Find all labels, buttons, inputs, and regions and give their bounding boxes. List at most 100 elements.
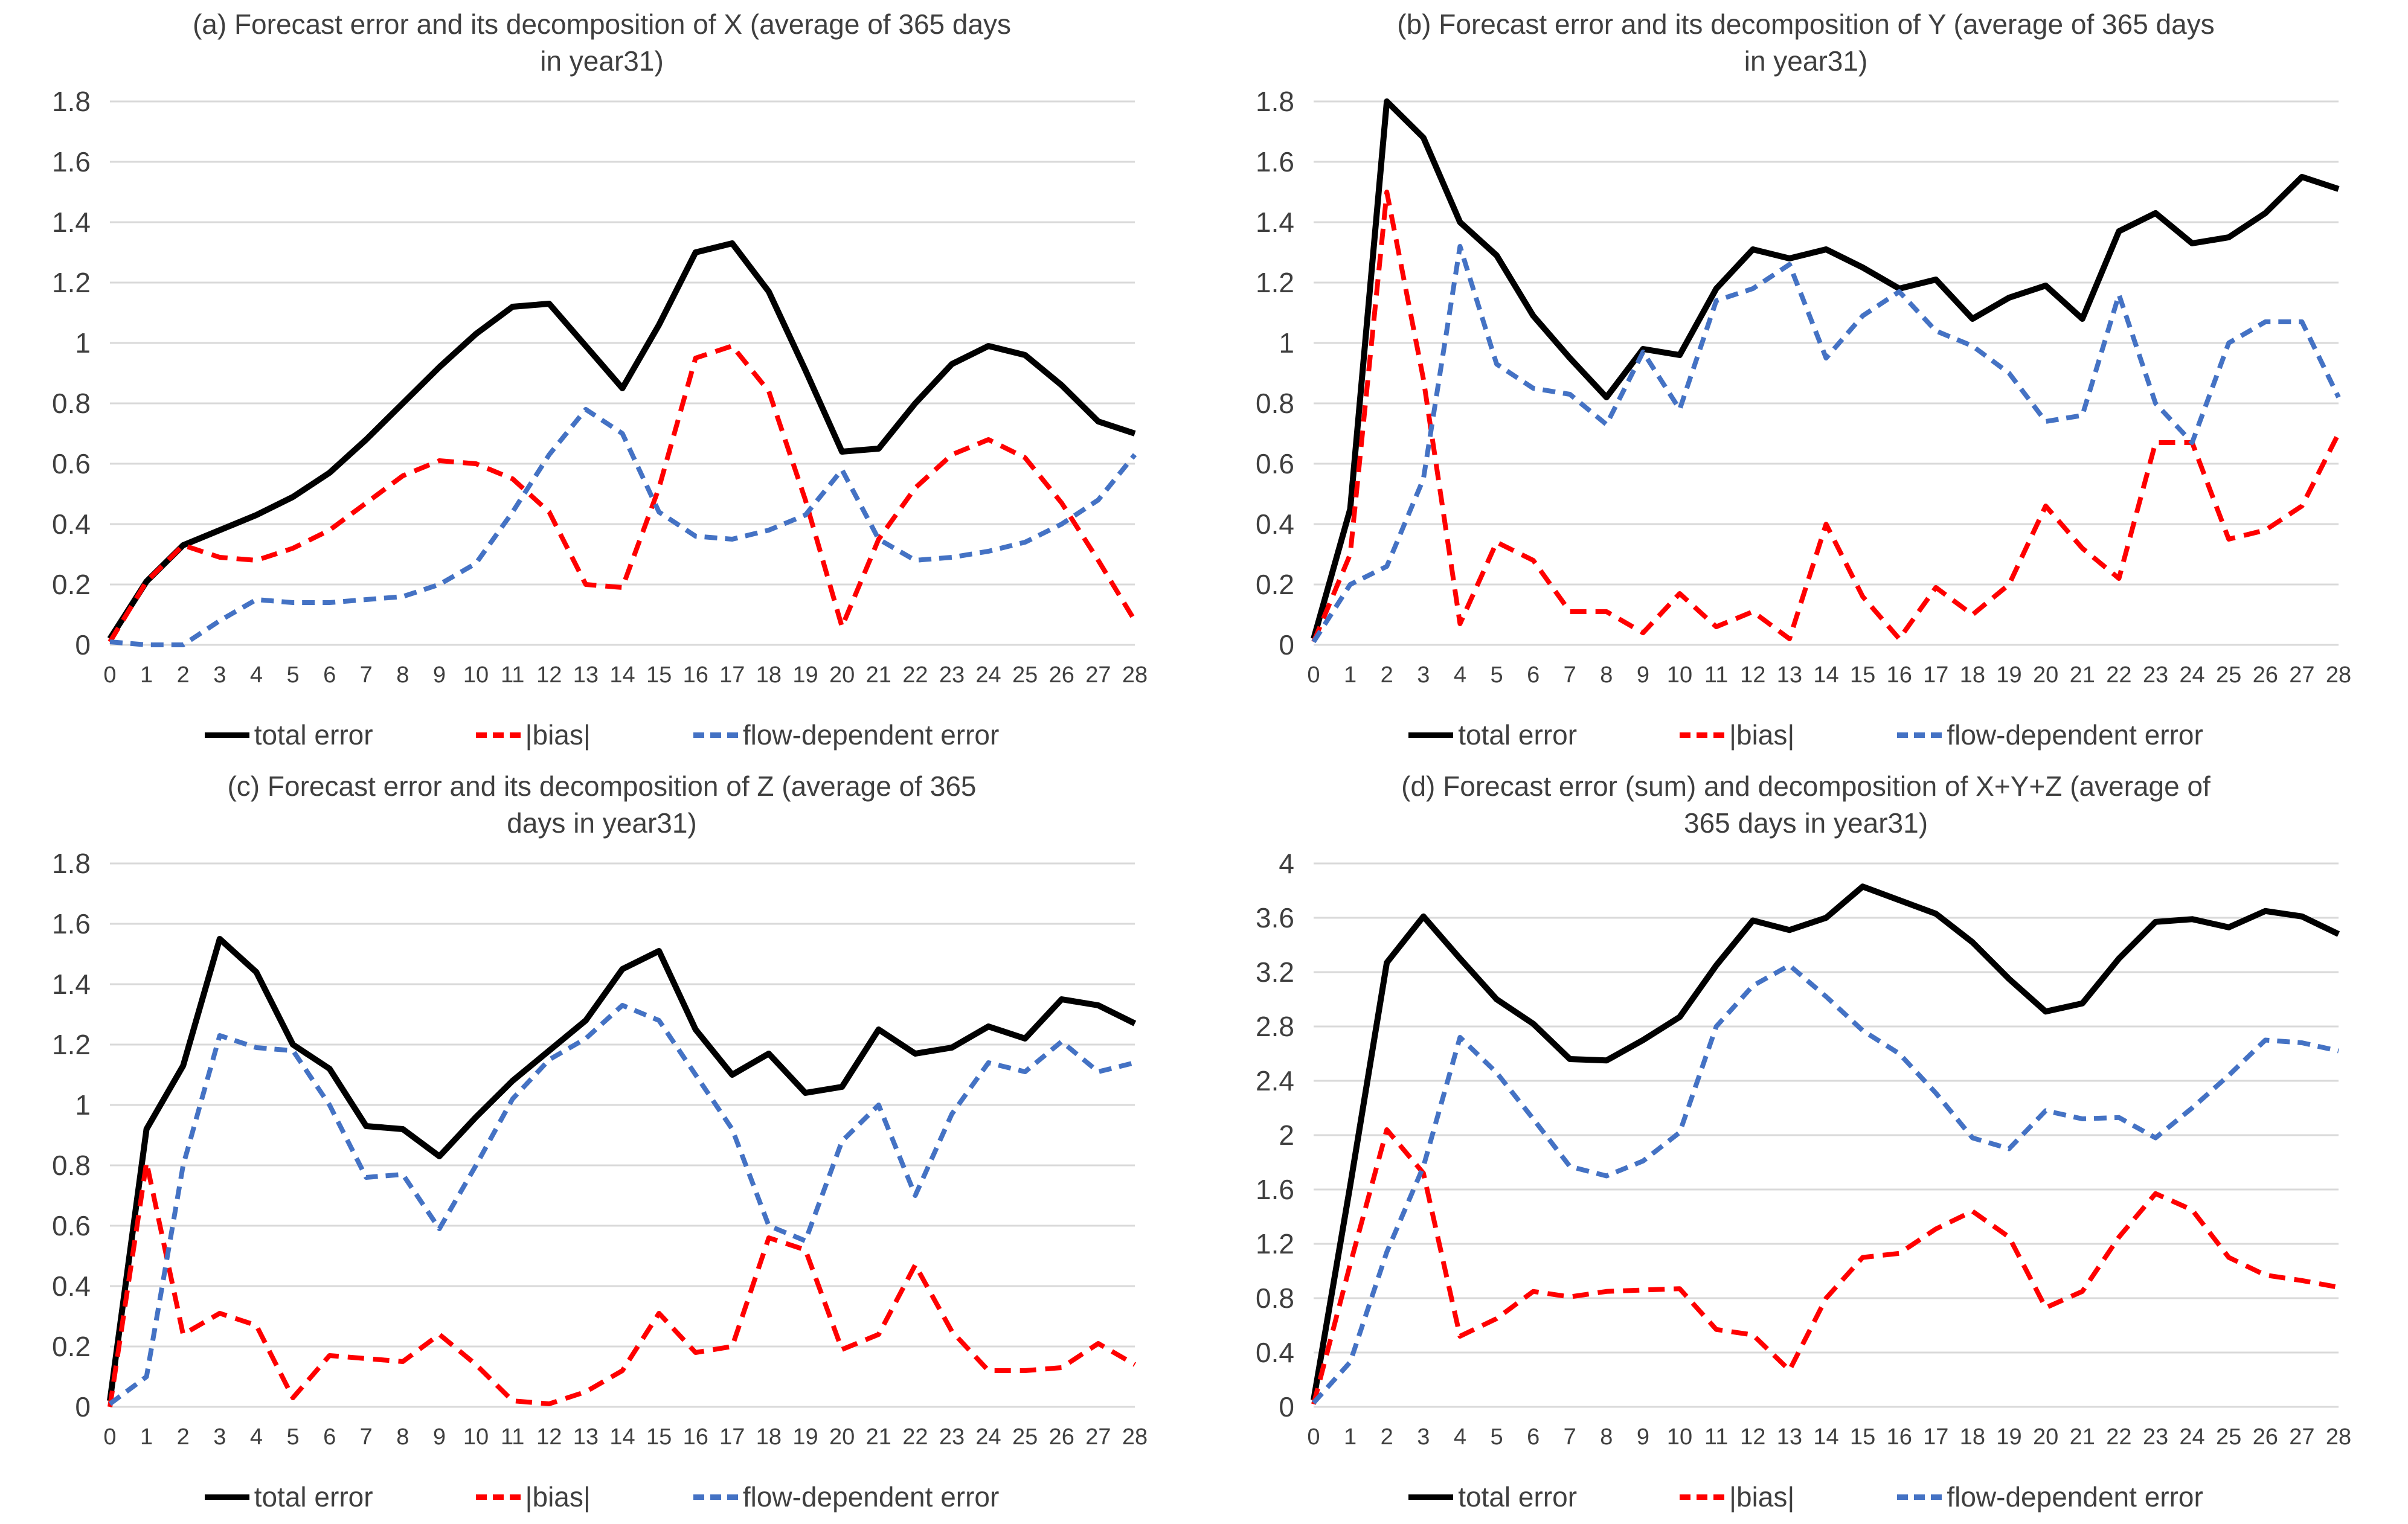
x-tick-label: 1: [140, 662, 153, 688]
x-tick-label: 24: [2179, 1424, 2204, 1450]
x-tick-label: 5: [286, 662, 299, 688]
legend-b: total error |bias| flow-dependent error: [1204, 719, 2408, 751]
x-tick-label: 12: [1740, 662, 1765, 688]
x-tick-label: 13: [573, 1424, 598, 1450]
series-bias: [1311, 190, 2341, 643]
x-tick-label: 11: [500, 1424, 524, 1450]
x-tick-label: 16: [1887, 662, 1912, 688]
chart-panel-b: (b) Forecast error and its decomposition…: [1204, 0, 2408, 762]
x-tick-label: 2: [176, 662, 189, 688]
y-tick-label: 0.6: [52, 448, 91, 479]
legend-a: total error |bias| flow-dependent error: [0, 719, 1204, 751]
x-tick-label: 19: [792, 662, 818, 688]
series-total-error: [106, 936, 1136, 1401]
x-tick-label: 22: [902, 1424, 928, 1450]
x-tick-label: 26: [1048, 1424, 1074, 1450]
x-tick-label: 26: [1048, 662, 1074, 688]
y-tick-label: 2.8: [1256, 1011, 1294, 1042]
x-tick-label: 18: [1960, 662, 1985, 688]
y-tick-label: 0.2: [1256, 569, 1294, 600]
series-flow-dependent-error: [1312, 962, 2339, 1404]
x-tick-label: 14: [1813, 662, 1838, 688]
x-tick-label: 8: [396, 662, 409, 688]
flow-dependent-error-line-sample: [693, 732, 738, 738]
x-tick-label: 19: [1996, 1424, 2021, 1450]
x-axis-labels: 0 1 2 3 4 5 6 7 8 9 10 11 12 13 14 15 16 17 18 19 20 21 22 23 24…: [103, 662, 1148, 688]
x-tick-label: 2: [1381, 1424, 1393, 1450]
total-error-line-sample: [204, 732, 249, 738]
x-tick-label: 27: [1085, 662, 1111, 688]
legend-item-total-error: total error: [204, 1481, 373, 1513]
x-tick-label: 3: [213, 1424, 226, 1450]
y-tick-label: 1.8: [1256, 86, 1294, 117]
legend-item-total-error: total error: [1408, 719, 1577, 751]
chart-panel-c: (c) Forecast error and its decomposition…: [0, 762, 1204, 1524]
x-tick-label: 27: [2289, 1424, 2314, 1450]
total-error-line-sample: [1408, 1494, 1454, 1500]
series-bias: [107, 1160, 1136, 1407]
legend-label-total-error: total error: [254, 1481, 373, 1513]
legend-label-bias: |bias|: [525, 719, 591, 751]
x-tick-label: 12: [536, 662, 562, 688]
x-tick-label: 13: [1777, 662, 1802, 688]
x-tick-label: 26: [2253, 662, 2278, 688]
y-tick-label: 1.2: [52, 267, 91, 298]
legend-label-bias: |bias|: [1729, 1481, 1795, 1513]
legend-item-total-error: total error: [1408, 1481, 1577, 1513]
legend-item-bias: |bias|: [475, 719, 591, 751]
x-tick-label: 8: [1600, 662, 1613, 688]
legend-item-total-error: total error: [204, 719, 373, 751]
x-tick-label: 17: [719, 1424, 745, 1450]
y-tick-label: 0: [1279, 629, 1294, 661]
x-tick-label: 1: [1344, 1424, 1357, 1450]
chart-panel-a: (a) Forecast error and its decomposition…: [0, 0, 1204, 762]
y-tick-label: 3.6: [1256, 902, 1294, 933]
line-chart-b: 00.20.40.60.811.21.41.61.80 1 2 3 4 5 6 7 8 9 10 11…: [1256, 86, 2351, 688]
series-flow-dependent-error: [109, 407, 1137, 647]
series-bias: [108, 344, 1137, 644]
x-tick-label: 4: [1454, 1424, 1466, 1450]
x-tick-label: 10: [1667, 1424, 1692, 1450]
x-tick-label: 28: [2326, 1424, 2351, 1450]
legend-item-bias: |bias|: [1680, 719, 1794, 751]
x-tick-label: 9: [1637, 1424, 1649, 1450]
x-tick-label: 23: [2143, 662, 2168, 688]
x-tick-label: 27: [1085, 1424, 1111, 1450]
bias-line-sample: [1680, 1494, 1725, 1500]
y-tick-label: 0.8: [52, 388, 91, 419]
x-tick-label: 18: [756, 1424, 781, 1450]
y-tick-label: 1.2: [1256, 1228, 1294, 1260]
x-tick-label: 26: [2253, 1424, 2278, 1450]
x-tick-label: 20: [2033, 662, 2058, 688]
chart-title-b-line1: (b) Forecast error and its decomposition…: [1397, 8, 2215, 40]
x-tick-label: 8: [1600, 1424, 1613, 1450]
y-tick-label: 0: [75, 1391, 91, 1423]
legend-label-total-error: total error: [254, 719, 373, 751]
x-tick-label: 2: [1381, 662, 1393, 688]
series-bias: [1311, 1127, 2339, 1405]
legend-c: total error |bias| flow-dependent error: [0, 1481, 1204, 1513]
x-tick-label: 18: [1960, 1424, 1985, 1450]
chart-title-c-line1: (c) Forecast error and its decomposition…: [227, 770, 977, 802]
y-tick-label: 1: [75, 1089, 91, 1121]
y-tick-label: 1.2: [1256, 267, 1294, 298]
x-tick-label: 5: [286, 1424, 299, 1450]
x-tick-label: 15: [1850, 662, 1875, 688]
x-tick-label: 0: [1307, 662, 1320, 688]
x-tick-label: 10: [463, 1424, 488, 1450]
x-tick-label: 21: [865, 662, 891, 688]
x-tick-label: 20: [2033, 1424, 2058, 1450]
chart-title-a-line1: (a) Forecast error and its decomposition…: [192, 8, 1012, 40]
x-tick-label: 17: [1923, 662, 1948, 688]
y-tick-label: 0.4: [1256, 508, 1294, 540]
bias-line-sample: [475, 732, 521, 738]
x-tick-label: 4: [1454, 662, 1466, 688]
x-tick-label: 13: [1777, 1424, 1802, 1450]
x-tick-label: 16: [682, 662, 708, 688]
x-tick-label: 2: [176, 1424, 189, 1450]
x-tick-label: 22: [902, 662, 928, 688]
x-tick-label: 9: [432, 662, 445, 688]
legend-item-flow-dependent-error: flow-dependent error: [693, 719, 999, 751]
x-tick-label: 5: [1490, 662, 1503, 688]
